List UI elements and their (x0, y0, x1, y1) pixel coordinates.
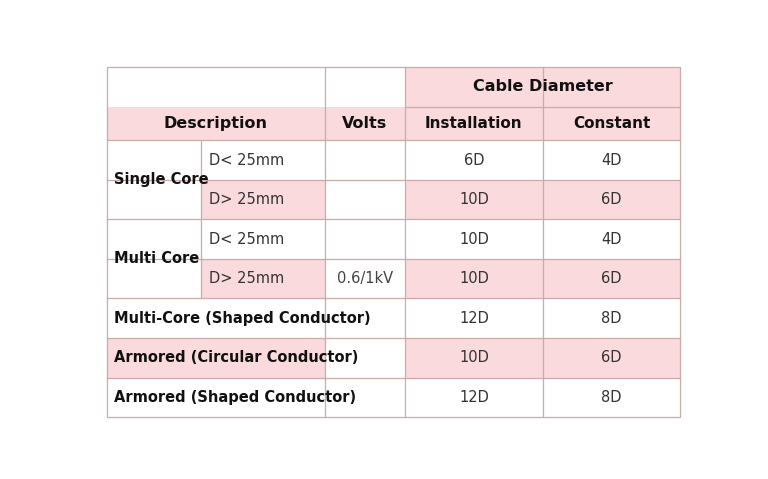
Bar (201, 259, 325, 298)
Text: D< 25mm: D< 25mm (209, 232, 284, 247)
Text: D> 25mm: D> 25mm (209, 192, 284, 207)
Text: D< 25mm: D< 25mm (209, 152, 284, 168)
Bar (325, 298, 405, 338)
Bar (325, 180, 405, 219)
Text: 6D: 6D (601, 192, 622, 207)
Bar (405, 219, 543, 259)
Bar (325, 259, 405, 298)
Bar (325, 338, 405, 377)
Bar (325, 140, 405, 417)
Bar (405, 377, 543, 417)
Bar (201, 180, 325, 219)
Bar (405, 67, 680, 107)
Bar (543, 259, 680, 298)
Text: 8D: 8D (601, 311, 622, 326)
Text: 10D: 10D (459, 192, 489, 207)
Bar (405, 140, 543, 180)
Text: Single Core: Single Core (114, 172, 208, 187)
Bar (405, 338, 543, 377)
Bar (543, 180, 680, 219)
Text: 6D: 6D (464, 152, 484, 168)
Text: Constant: Constant (573, 116, 650, 131)
Bar (107, 338, 325, 377)
Text: 10D: 10D (459, 271, 489, 286)
Text: 12D: 12D (459, 390, 489, 405)
Bar (405, 298, 543, 338)
Bar (543, 298, 680, 338)
Bar (543, 219, 680, 259)
Text: Volts: Volts (343, 116, 388, 131)
Text: 10D: 10D (459, 232, 489, 247)
Text: Multi Core: Multi Core (114, 251, 199, 266)
Bar (107, 377, 325, 417)
Bar (325, 377, 405, 417)
Text: D> 25mm: D> 25mm (209, 271, 284, 286)
Bar (543, 140, 680, 180)
Text: 8D: 8D (601, 390, 622, 405)
Bar (405, 180, 543, 219)
Bar (107, 219, 201, 298)
Text: Multi-Core (Shaped Conductor): Multi-Core (Shaped Conductor) (114, 311, 370, 326)
Bar (107, 298, 325, 338)
Text: 12D: 12D (459, 311, 489, 326)
Bar (543, 377, 680, 417)
Text: 6D: 6D (601, 271, 622, 286)
Text: Installation: Installation (425, 116, 523, 131)
Bar (201, 140, 325, 180)
Text: Description: Description (164, 116, 268, 131)
Text: 10D: 10D (459, 350, 489, 365)
Bar (107, 140, 201, 219)
Bar (325, 219, 405, 259)
Text: Armored (Circular Conductor): Armored (Circular Conductor) (114, 350, 358, 365)
Text: 4D: 4D (601, 152, 622, 168)
Text: 4D: 4D (601, 232, 622, 247)
Text: 6D: 6D (601, 350, 622, 365)
Bar (107, 67, 405, 107)
Bar (543, 338, 680, 377)
Bar (107, 107, 680, 140)
Bar (201, 219, 325, 259)
Text: Armored (Shaped Conductor): Armored (Shaped Conductor) (114, 390, 356, 405)
Text: Cable Diameter: Cable Diameter (473, 80, 613, 94)
Bar (405, 259, 543, 298)
Bar (325, 140, 405, 180)
Text: 0.6/1kV: 0.6/1kV (337, 271, 393, 286)
